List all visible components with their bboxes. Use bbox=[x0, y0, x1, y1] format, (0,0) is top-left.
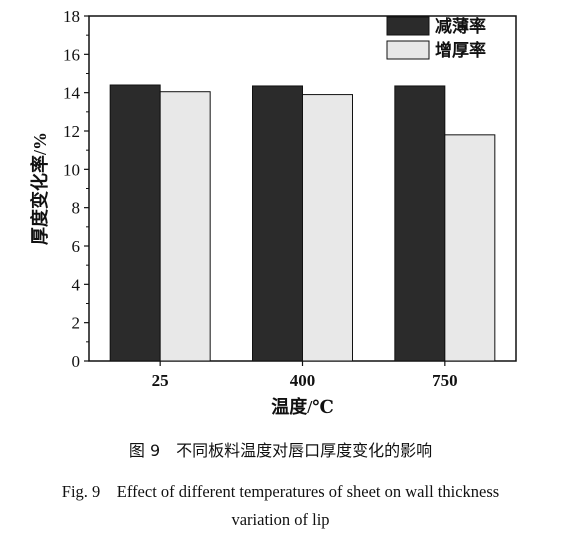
figure-caption-english-line2: variation of lip bbox=[231, 510, 330, 529]
y-tick-label: 18 bbox=[63, 7, 80, 26]
y-tick-label: 8 bbox=[72, 199, 81, 218]
x-tick-label: 750 bbox=[432, 371, 458, 390]
y-tick-label: 6 bbox=[72, 237, 81, 256]
bar-thickening-400 bbox=[302, 94, 353, 362]
bar-thickening-25 bbox=[159, 91, 211, 362]
y-tick-label: 12 bbox=[63, 122, 80, 141]
legend-swatch-thinning bbox=[386, 16, 430, 36]
x-tick-label: 25 bbox=[152, 371, 169, 390]
legend-swatch-thickening bbox=[386, 40, 430, 60]
y-tick-label: 16 bbox=[63, 45, 80, 64]
y-tick-label: 2 bbox=[72, 314, 81, 333]
y-tick-label: 14 bbox=[63, 84, 81, 103]
x-axis-label: 温度/℃ bbox=[271, 396, 334, 417]
bar-thinning-750 bbox=[394, 85, 446, 362]
y-tick-label: 0 bbox=[72, 352, 81, 371]
figure-caption-chinese: 图 9 不同板料温度对唇口厚度变化的影响 bbox=[128, 441, 433, 460]
bar-thickening-750 bbox=[444, 134, 496, 362]
y-tick-label: 4 bbox=[72, 275, 81, 294]
bar-thinning-25 bbox=[109, 84, 161, 362]
y-tick-label: 10 bbox=[63, 160, 80, 179]
legend-label-thickening: 增厚率 bbox=[435, 40, 486, 60]
legend-label-thinning: 减薄率 bbox=[435, 16, 486, 36]
y-axis-label: 厚度变化率/% bbox=[29, 132, 50, 245]
bar-thinning-400 bbox=[252, 85, 303, 362]
figure-caption-english-line1: Fig. 9 Effect of different temperatures … bbox=[61, 482, 500, 501]
x-tick-label: 400 bbox=[290, 371, 316, 390]
